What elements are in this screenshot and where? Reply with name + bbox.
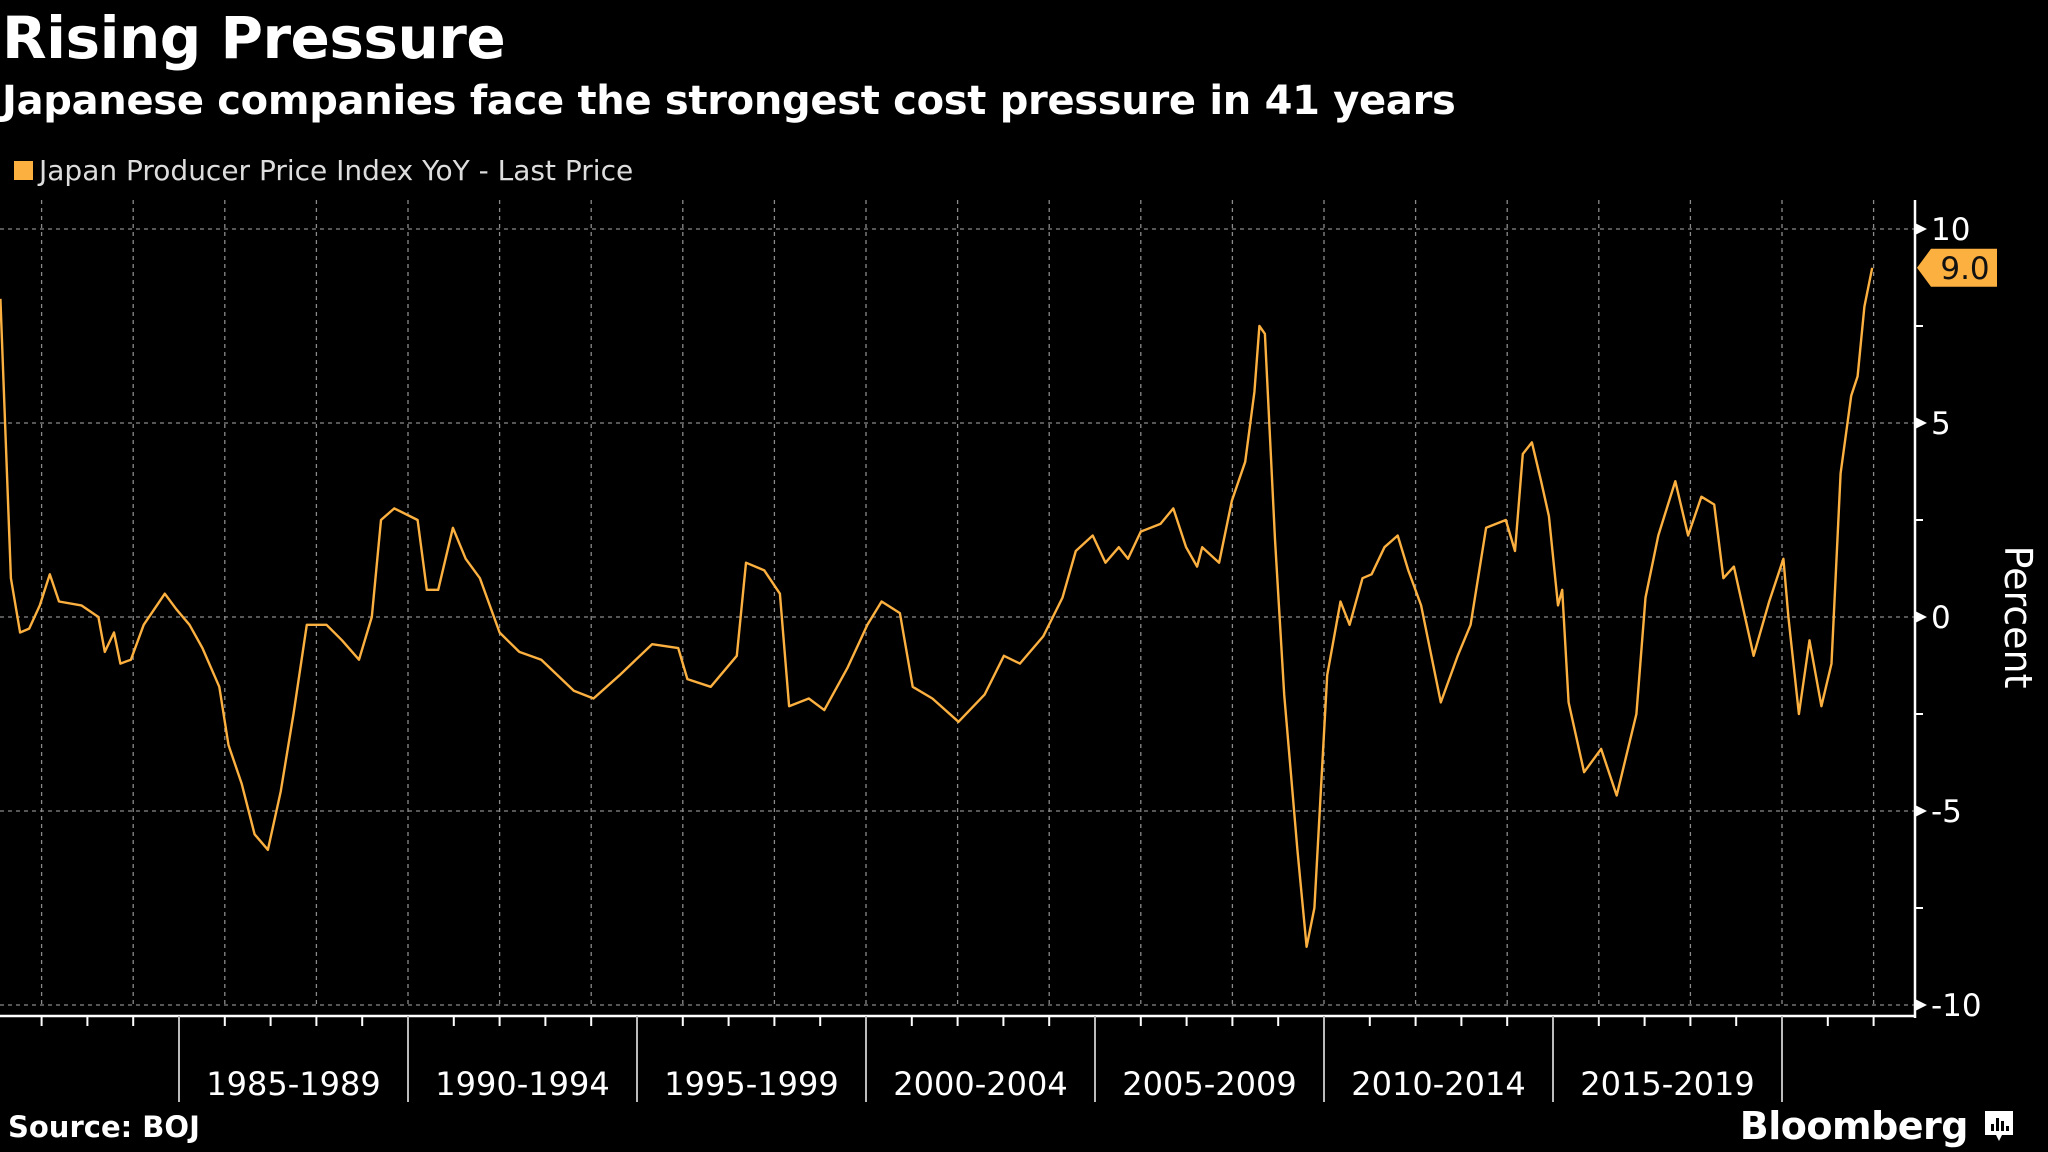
brand-name: Bloomberg	[1739, 1104, 1969, 1148]
legend-label: Japan Producer Price Index YoY - Last Pr…	[39, 154, 634, 187]
series-line	[0, 267, 1874, 948]
y-tick-label: -5	[1931, 794, 1962, 830]
chart-subtitle: Japanese companies face the strongest co…	[2, 78, 1456, 124]
y-axis-title: Percent	[1996, 546, 2040, 689]
y-tick-label: 10	[1931, 212, 1970, 248]
axes	[0, 200, 1927, 1102]
last-value-label: 9.0	[1940, 251, 1989, 287]
x-period-label: 2000-2004	[893, 1065, 1067, 1103]
bloomberg-chart-icon	[1985, 1111, 2013, 1141]
y-tick-marker	[1915, 805, 1927, 817]
legend: Japan Producer Price Index YoY - Last Pr…	[14, 154, 633, 187]
x-period-label: 2005-2009	[1122, 1065, 1296, 1103]
y-tick-marker	[1915, 223, 1927, 235]
x-period-label: 1985-1989	[206, 1065, 380, 1103]
grid	[0, 200, 1915, 1006]
x-period-label: 1990-1994	[435, 1065, 609, 1103]
x-period-label: 2015-2019	[1580, 1065, 1754, 1103]
x-period-label: 1995-1999	[664, 1065, 838, 1103]
labels: 1985-1989 1990-1994 1995-1999 2000-2004 2005…	[206, 212, 2040, 1103]
y-tick-label: -10	[1931, 988, 1982, 1024]
x-period-label: 2010-2014	[1351, 1065, 1525, 1103]
y-tick-label: 5	[1931, 406, 1951, 442]
chart-title: Rising Pressure	[2, 4, 506, 72]
y-tick-marker	[1915, 611, 1927, 623]
y-tick-marker	[1915, 999, 1927, 1011]
series-layer	[0, 267, 1874, 948]
source-note: Source: BOJ	[8, 1110, 200, 1144]
last-value-badge	[1917, 248, 1997, 287]
y-tick-marker	[1915, 417, 1927, 429]
y-tick-label: 0	[1931, 600, 1951, 636]
legend-swatch	[14, 161, 33, 180]
bloomberg-brand: Bloomberg	[1740, 1104, 2016, 1148]
